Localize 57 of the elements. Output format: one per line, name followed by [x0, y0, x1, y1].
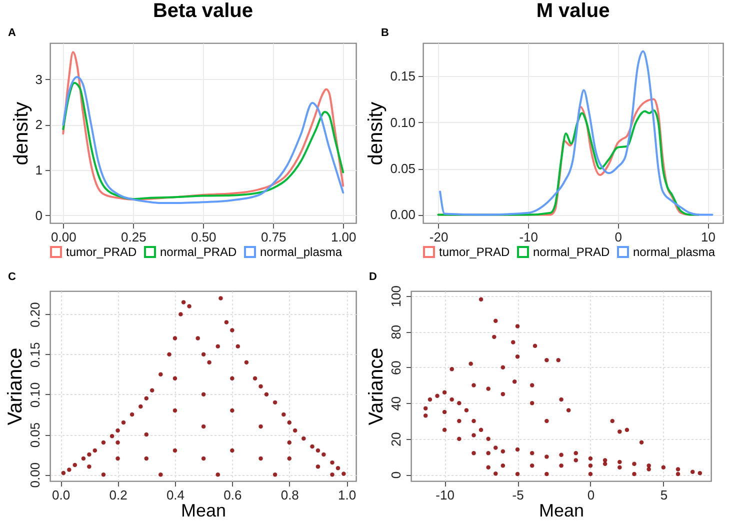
- text: B: [381, 27, 389, 39]
- y-tick-label: 0.05: [28, 422, 42, 448]
- y-tick-label: 0.10: [390, 114, 416, 130]
- x-tick-label: -10: [436, 488, 454, 502]
- text: A: [8, 27, 16, 39]
- x-tick-label: 0.8: [280, 488, 299, 502]
- x-tick-label: -20: [429, 230, 448, 244]
- y-tick-label: 0.10: [28, 382, 42, 408]
- y-tick-label: 0.15: [28, 342, 42, 368]
- y-tick-label: 0: [35, 208, 42, 223]
- legend-label: tumor_PRAD: [439, 245, 510, 259]
- x-tick-label: 0.00: [51, 230, 76, 244]
- line-series: [62, 51, 344, 200]
- x-tick-label: 1.00: [330, 230, 356, 244]
- y-tick-label: 0.00: [390, 207, 416, 222]
- y-tick-label: 100: [388, 285, 404, 308]
- legend-label: normal_PRAD: [533, 245, 610, 259]
- x-tick-label: 0.75: [260, 230, 286, 244]
- x-tick-label: -5: [512, 488, 524, 502]
- x-tick-label: 0: [614, 230, 622, 244]
- x-tick-label: 0: [587, 488, 595, 502]
- y-tick-label: 0.20: [28, 302, 42, 328]
- y-axis-title: Variance: [366, 348, 388, 426]
- legend-label: normal_plasma: [260, 245, 342, 259]
- chart-title: M value: [536, 0, 610, 22]
- x-axis-title: Mean: [180, 500, 226, 520]
- text: C: [8, 271, 16, 283]
- legend-label: tumor_PRAD: [66, 245, 138, 259]
- y-tick-label: 2: [35, 117, 42, 132]
- x-tick-label: 0.0: [52, 488, 70, 502]
- x-tick-label: 0.6: [224, 488, 242, 502]
- x-tick-label: 0.50: [190, 230, 216, 244]
- x-tick-label: 5: [660, 488, 668, 502]
- chart-title: Beta value: [152, 0, 254, 22]
- y-tick-label: 0.15: [390, 68, 416, 84]
- legend-label: normal_PRAD: [160, 245, 238, 259]
- x-tick-label: 0.4: [166, 488, 185, 502]
- y-tick-label: 3: [35, 72, 42, 87]
- x-tick-label: 1.0: [338, 488, 356, 502]
- y-tick-label: 60: [388, 360, 404, 376]
- x-tick-label: 10: [700, 230, 716, 244]
- y-tick-label: 1: [35, 162, 42, 178]
- x-tick-label: 0.2: [109, 488, 128, 502]
- y-tick-label: 40: [388, 396, 404, 411]
- y-axis-title: density: [10, 102, 32, 166]
- x-tick-label: 0.25: [120, 230, 146, 244]
- y-axis-title: Variance: [4, 348, 26, 426]
- y-tick-label: 0: [388, 471, 404, 479]
- y-tick-label: 20: [388, 432, 404, 447]
- y-tick-label: 80: [388, 324, 404, 340]
- line-series: [439, 50, 714, 216]
- y-axis-title: density: [365, 102, 388, 166]
- legend-label: normal_plasma: [633, 245, 716, 259]
- y-tick-label: 0.05: [390, 161, 416, 176]
- x-tick-label: -10: [519, 230, 538, 244]
- text: D: [369, 271, 377, 283]
- x-axis-title: Mean: [538, 500, 584, 520]
